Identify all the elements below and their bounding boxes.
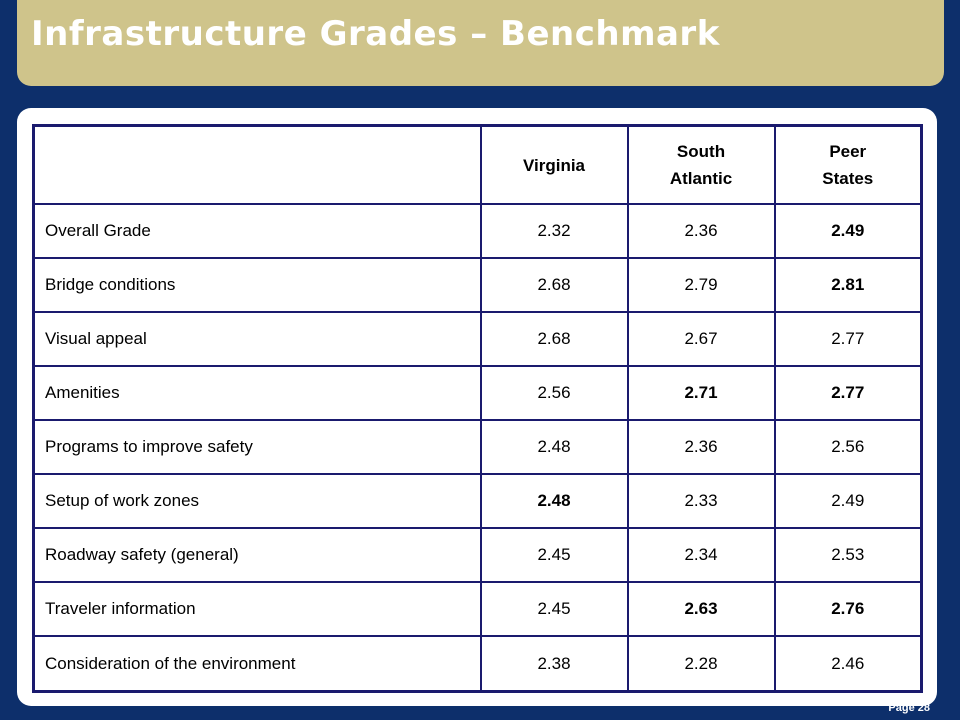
value-cell: 2.38 (479, 635, 629, 693)
value-cell: 2.67 (626, 311, 776, 368)
value-cell: 2.77 (773, 365, 923, 422)
value-cell: 2.34 (626, 527, 776, 584)
value-cell: 2.28 (626, 635, 776, 693)
content-panel: Virginia South Atlantic Peer States Overal… (17, 108, 937, 706)
table-row: Consideration of the environment 2.38 2.28… (32, 635, 923, 693)
value-cell: 2.32 (479, 202, 629, 260)
row-label: Setup of work zones (32, 473, 482, 530)
value-cell: 2.49 (773, 473, 923, 530)
row-label: Amenities (32, 365, 482, 422)
value-cell: 2.71 (626, 365, 776, 422)
value-cell: 2.36 (626, 419, 776, 476)
value-cell: 2.68 (479, 311, 629, 368)
value-cell: 2.45 (479, 527, 629, 584)
row-label: Consideration of the environment (32, 635, 482, 693)
value-cell: 2.56 (479, 365, 629, 422)
header-cell-corner (32, 124, 482, 205)
table-row: Roadway safety (general) 2.45 2.34 2.53 (32, 527, 923, 584)
header-cell-peer-states: Peer States (773, 124, 923, 205)
page-title: Infrastructure Grades – Benchmark (31, 14, 720, 54)
row-label: Overall Grade (32, 202, 482, 260)
value-cell: 2.33 (626, 473, 776, 530)
table-row: Overall Grade 2.32 2.36 2.49 (32, 202, 923, 260)
value-cell: 2.48 (479, 419, 629, 476)
value-cell: 2.46 (773, 635, 923, 693)
value-cell: 2.81 (773, 257, 923, 314)
header-cell-virginia: Virginia (479, 124, 629, 205)
table-row: Programs to improve safety 2.48 2.36 2.56 (32, 419, 923, 476)
table-body: Overall Grade 2.32 2.36 2.49 Bridge conditio… (32, 202, 923, 693)
table-row: Setup of work zones 2.48 2.33 2.49 (32, 473, 923, 530)
value-cell: 2.77 (773, 311, 923, 368)
value-cell: 2.79 (626, 257, 776, 314)
row-label: Bridge conditions (32, 257, 482, 314)
value-cell: 2.36 (626, 202, 776, 260)
row-label: Traveler information (32, 581, 482, 638)
value-cell: 2.76 (773, 581, 923, 638)
benchmark-table: Virginia South Atlantic Peer States Overal… (32, 124, 923, 693)
table-header-row: Virginia South Atlantic Peer States (32, 124, 923, 205)
page-number: Page 28 (888, 702, 930, 714)
table-row: Bridge conditions 2.68 2.79 2.81 (32, 257, 923, 314)
value-cell: 2.68 (479, 257, 629, 314)
row-label: Programs to improve safety (32, 419, 482, 476)
title-bar: Infrastructure Grades – Benchmark (17, 0, 944, 86)
value-cell: 2.48 (479, 473, 629, 530)
table-row: Traveler information 2.45 2.63 2.76 (32, 581, 923, 638)
value-cell: 2.56 (773, 419, 923, 476)
row-label: Roadway safety (general) (32, 527, 482, 584)
header-cell-south-atlantic: South Atlantic (626, 124, 776, 205)
row-label: Visual appeal (32, 311, 482, 368)
value-cell: 2.49 (773, 202, 923, 260)
value-cell: 2.45 (479, 581, 629, 638)
value-cell: 2.53 (773, 527, 923, 584)
table-row: Visual appeal 2.68 2.67 2.77 (32, 311, 923, 368)
table-row: Amenities 2.56 2.71 2.77 (32, 365, 923, 422)
value-cell: 2.63 (626, 581, 776, 638)
